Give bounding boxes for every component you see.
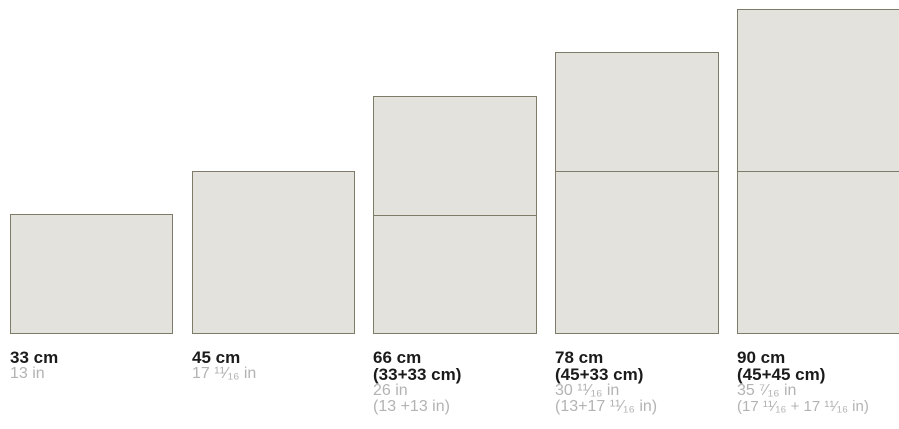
cm-value: 78 cm [555,348,604,367]
cm-detail: (45+45 cm) [737,365,826,384]
inch-value: 17 ¹¹⁄₁₆ in [192,365,257,382]
inch-detail: (13 +13 in) [373,398,450,415]
size-label-78cm: 78 cm (45+33 cm) 30 ¹¹⁄₁₆ in (13+17 ¹¹⁄₁… [555,349,657,415]
panel-45cm [192,171,355,334]
inch-value: 35 ⁷⁄₁₆ in [737,382,797,399]
cm-value: 33 cm [10,348,59,367]
size-label-66cm: 66 cm (33+33 cm) 26 in (13 +13 in) [373,349,461,415]
cm-value: 66 cm [373,348,422,367]
cm-value: 45 cm [192,348,241,367]
cm-detail: (33+33 cm) [373,365,462,384]
cm-detail: (45+33 cm) [555,365,644,384]
inch-value: 26 in [373,382,408,399]
panel-33cm [10,214,173,334]
cm-value: 90 cm [737,348,786,367]
panel-divider [374,215,536,216]
inch-detail: (13+17 ¹¹⁄₁₆ in) [555,398,658,415]
size-label-90cm: 90 cm (45+45 cm) 35 ⁷⁄₁₆ in (17 ¹¹⁄₁₆ + … [737,349,869,415]
panel-66cm [373,96,537,334]
size-label-45cm: 45 cm 17 ¹¹⁄₁₆ in [192,349,256,382]
size-label-33cm: 33 cm 13 in [10,349,58,382]
inch-value: 30 ¹¹⁄₁₆ in [555,382,620,399]
inch-detail: (17 ¹¹⁄₁₆ + 17 ¹¹⁄₁₆ in) [737,398,869,415]
inch-value: 13 in [10,365,45,382]
panel-78cm [555,52,719,334]
panel-90cm [737,9,899,334]
panel-divider [738,171,899,172]
panel-divider [556,171,718,172]
